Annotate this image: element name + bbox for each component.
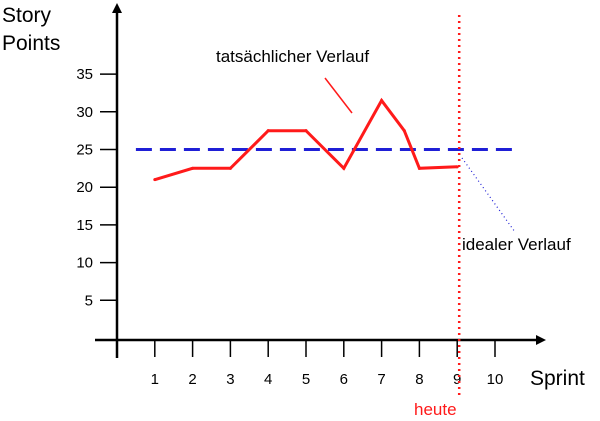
x-tick-group: 1 2 3 4 5 6 7 8 9 10 — [151, 340, 504, 388]
x-tick-label: 1 — [151, 371, 159, 388]
x-tick-label: 6 — [340, 371, 348, 388]
data-point-actual — [342, 166, 346, 170]
data-point-actual — [191, 166, 195, 170]
series-points-actual — [153, 98, 459, 182]
x-tick-label: 3 — [226, 371, 234, 388]
y-tick-label: 25 — [76, 142, 93, 159]
annotation-ideal-leader — [461, 157, 516, 233]
annotation-ideal-label: idealer Verlauf — [462, 235, 571, 254]
x-tick-label: 8 — [415, 371, 423, 388]
x-tick-label: 2 — [188, 371, 196, 388]
y-tick-label: 30 — [76, 104, 93, 121]
y-tick-label: 5 — [85, 292, 93, 309]
y-tick-label: 10 — [76, 255, 93, 272]
y-tick-group: 5 10 15 20 25 30 35 — [76, 66, 117, 309]
series-line-actual — [154, 97, 458, 182]
annotation-actual-label: tatsächlicher Verlauf — [216, 47, 369, 66]
today-marker-label: heute — [414, 400, 457, 419]
data-point-actual — [402, 129, 406, 133]
y-tick-label: 15 — [76, 217, 93, 234]
data-point-actual — [153, 178, 157, 182]
y-tick-label: 35 — [76, 66, 93, 83]
x-tick-label: 9 — [453, 371, 461, 388]
x-axis-title: Sprint — [530, 367, 585, 390]
x-tick-label: 7 — [377, 371, 385, 388]
y-tick-label: 20 — [76, 179, 93, 196]
x-tick-label: 10 — [487, 371, 504, 388]
data-point-actual — [380, 98, 384, 102]
annotation-actual-leader — [324, 77, 353, 114]
data-point-actual — [228, 166, 232, 170]
data-point-actual — [455, 165, 459, 169]
y-axis-title-line-2: Points — [2, 32, 60, 55]
data-point-actual — [417, 166, 421, 170]
data-point-actual — [304, 129, 308, 133]
x-tick-label: 4 — [264, 371, 272, 388]
data-point-actual — [266, 129, 270, 133]
y-axis-title-line-1: Story — [2, 4, 52, 27]
x-tick-label: 5 — [302, 371, 310, 388]
